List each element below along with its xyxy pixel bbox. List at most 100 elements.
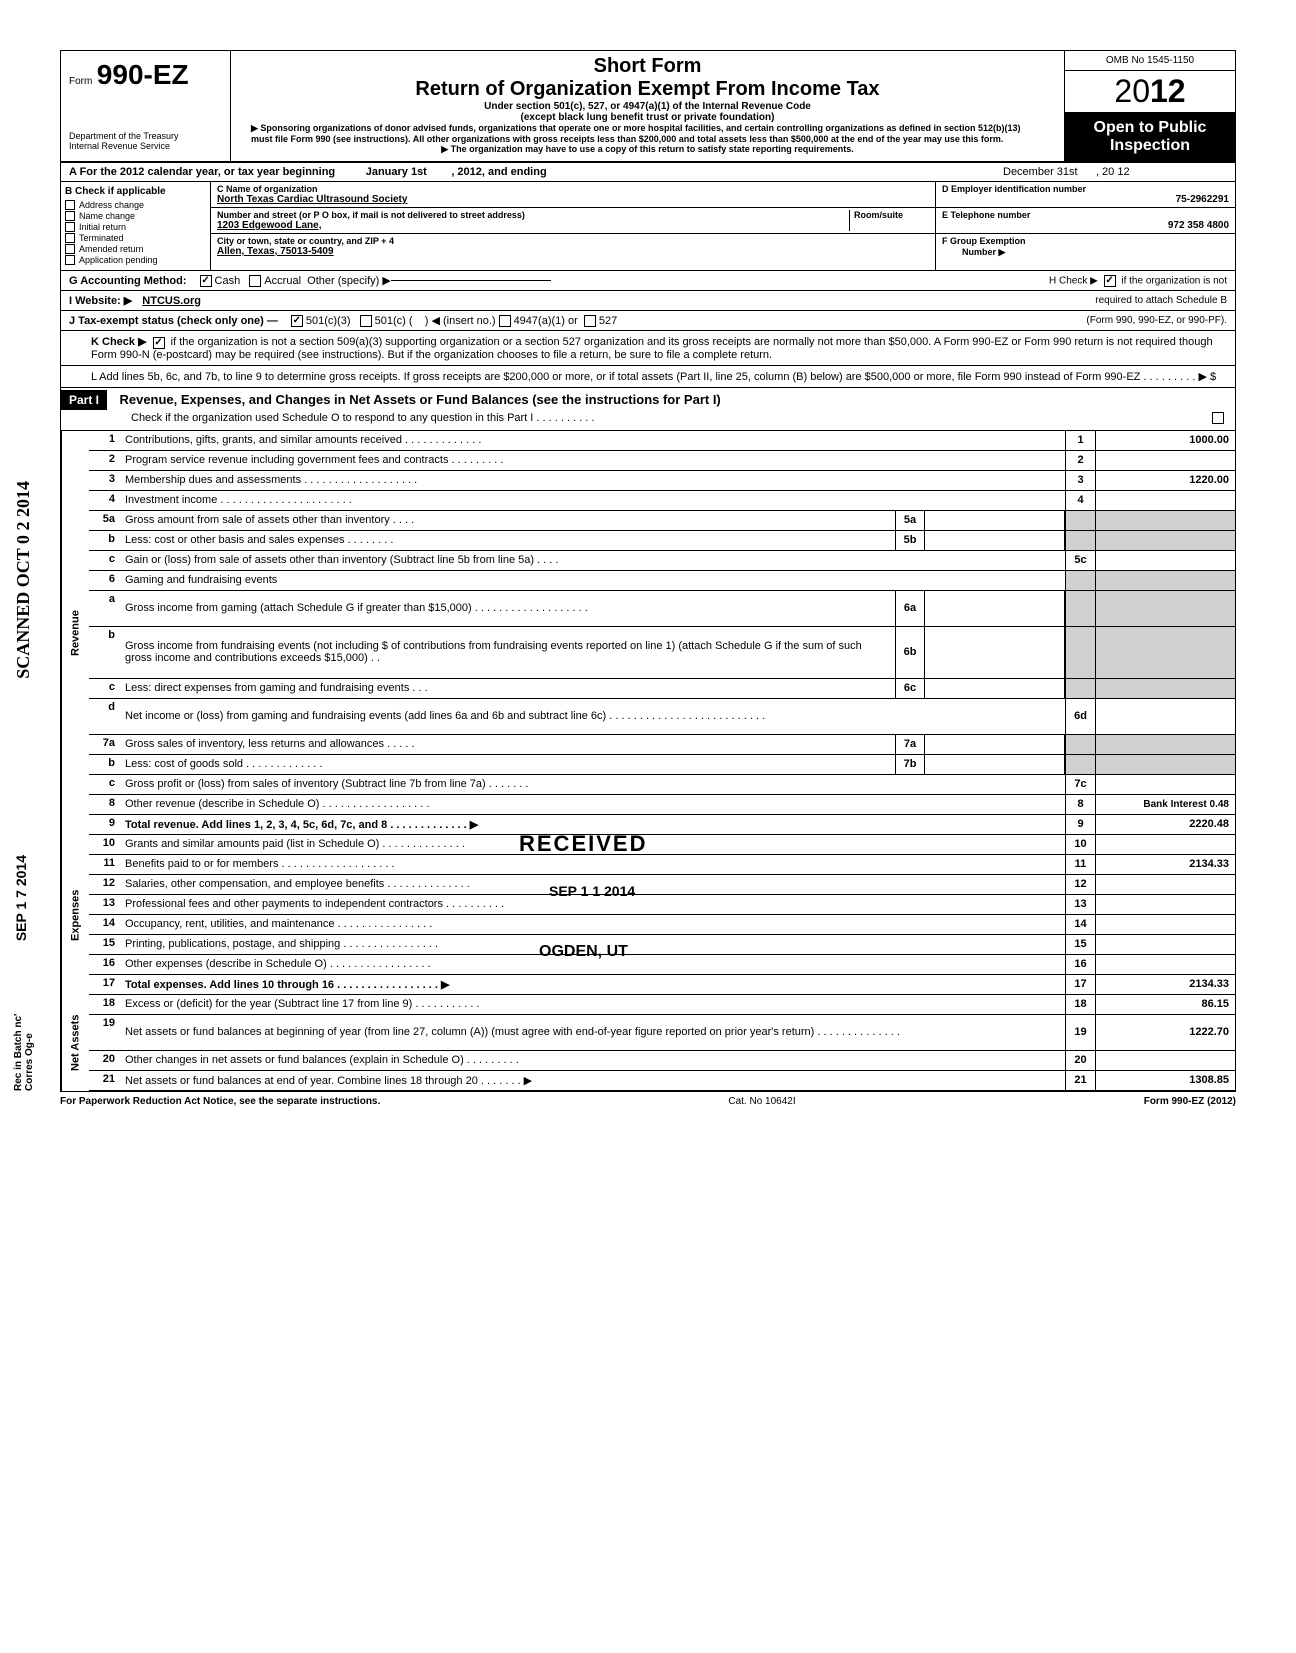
chk-amended[interactable]: Amended return	[65, 244, 206, 254]
chk-k[interactable]: ✓	[153, 337, 165, 349]
l10-val	[1095, 835, 1235, 854]
l20-rnum: 20	[1065, 1051, 1095, 1070]
l7a-vgrey	[1095, 735, 1235, 754]
d-row: D Employer identification number 75-2962…	[936, 182, 1235, 208]
l17-rnum: 17	[1065, 975, 1095, 994]
chk-name[interactable]: Name change	[65, 211, 206, 221]
chk-address[interactable]: Address change	[65, 200, 206, 210]
l16-val	[1095, 955, 1235, 974]
part1-label: Part I	[61, 390, 107, 410]
l6b-mnum: 6b	[895, 627, 925, 678]
chk-501c[interactable]	[360, 315, 372, 327]
l6a-rgrey	[1065, 591, 1095, 626]
i-label: I Website: ▶	[69, 294, 132, 307]
chk-501c3[interactable]: ✓	[291, 315, 303, 327]
h-text2: if the organization is not	[1121, 275, 1227, 286]
l14-num: 14	[89, 915, 121, 934]
col-b: B Check if applicable Address change Nam…	[61, 182, 211, 270]
form-990ez: Form 990-EZ Department of the Treasury I…	[60, 50, 1236, 1092]
l6b-rgrey	[1065, 627, 1095, 678]
row-a-end-date: December 31st	[1003, 166, 1078, 178]
l5c-num: c	[89, 551, 121, 570]
footer: For Paperwork Reduction Act Notice, see …	[60, 1092, 1236, 1111]
chk-initial[interactable]: Initial return	[65, 222, 206, 232]
footer-right: Form 990-EZ (2012)	[1144, 1096, 1236, 1107]
l9-rnum: 9	[1065, 815, 1095, 834]
l19-desc: Net assets or fund balances at beginning…	[121, 1015, 1065, 1050]
l5b-rgrey	[1065, 531, 1095, 550]
l18-desc: Excess or (deficit) for the year (Subtra…	[121, 995, 1065, 1014]
addr-label: Number and street (or P O box, if mail i…	[217, 210, 849, 220]
l4-num: 4	[89, 491, 121, 510]
expenses-section: SEP 1 7 2014 Expenses RECEIVED SEP 1 1 2…	[61, 835, 1235, 995]
l6c-vgrey	[1095, 679, 1235, 698]
chk-terminated[interactable]: Terminated	[65, 233, 206, 243]
l5a-num: 5a	[89, 511, 121, 530]
l5b-vgrey	[1095, 531, 1235, 550]
l12-num: 12	[89, 875, 121, 894]
chk-4947[interactable]	[499, 315, 511, 327]
chk-cash[interactable]: ✓	[200, 275, 212, 287]
year-thin: 20	[1114, 73, 1150, 109]
l6-rgrey	[1065, 571, 1095, 590]
l1-desc: Contributions, gifts, grants, and simila…	[121, 431, 1065, 450]
l8-num: 8	[89, 795, 121, 814]
open-public-text: Open to Public	[1071, 119, 1229, 137]
l6-desc: Gaming and fundraising events	[121, 571, 1065, 590]
l9-val: 2220.48	[1095, 815, 1235, 834]
c-city-row: City or town, state or country, and ZIP …	[211, 234, 935, 259]
l5b-desc: Less: cost or other basis and sales expe…	[121, 531, 895, 550]
l6-vgrey	[1095, 571, 1235, 590]
l17-desc: Total expenses. Add lines 10 through 16 …	[121, 975, 1065, 994]
main-title: Return of Organization Exempt From Incom…	[241, 78, 1054, 101]
l7b-rgrey	[1065, 755, 1095, 774]
phone-value: 972 358 4800	[942, 220, 1229, 231]
row-a: A For the 2012 calendar year, or tax yea…	[61, 163, 1235, 182]
row-a-begin: January 1st	[366, 166, 427, 178]
l6a-vgrey	[1095, 591, 1235, 626]
h-text3: required to attach Schedule B	[1095, 295, 1227, 306]
addr-value: 1203 Edgewood Lane,	[217, 220, 849, 231]
row-l: L Add lines 5b, 6c, and 7b, to line 9 to…	[61, 366, 1235, 388]
l4-val	[1095, 491, 1235, 510]
l5a-vgrey	[1095, 511, 1235, 530]
l7b-desc: Less: cost of goods sold . . . . . . . .…	[121, 755, 895, 774]
chk-527[interactable]	[584, 315, 596, 327]
l12-val	[1095, 875, 1235, 894]
l4-desc: Investment income . . . . . . . . . . . …	[121, 491, 1065, 510]
row-k: K Check ▶ ✓ if the organization is not a…	[61, 331, 1235, 366]
l8-desc: Other revenue (describe in Schedule O) .…	[121, 795, 1065, 814]
l1-num: 1	[89, 431, 121, 450]
cash-label: Cash	[215, 275, 241, 287]
l7b-mnum: 7b	[895, 755, 925, 774]
l20-val	[1095, 1051, 1235, 1070]
l7c-desc: Gross profit or (loss) from sales of inv…	[121, 775, 1065, 794]
d-label: D Employer identification number	[942, 184, 1229, 194]
l15-rnum: 15	[1065, 935, 1095, 954]
ein-value: 75-2962291	[942, 194, 1229, 205]
l7c-rnum: 7c	[1065, 775, 1095, 794]
j-501c: 501(c) (	[375, 315, 413, 327]
row-a-text: A For the 2012 calendar year, or tax yea…	[61, 163, 995, 181]
f-label2: Number ▶	[942, 247, 1005, 257]
accrual-label: Accrual	[264, 275, 301, 287]
l21-num: 21	[89, 1071, 121, 1090]
l6d-val	[1095, 699, 1235, 734]
l20-num: 20	[89, 1051, 121, 1070]
received-stamp: RECEIVED	[519, 831, 647, 857]
row-a-label: A For the 2012 calendar year, or tax yea…	[69, 166, 335, 178]
l12-rnum: 12	[1065, 875, 1095, 894]
title-cell: Short Form Return of Organization Exempt…	[231, 51, 1065, 161]
chk-accrual[interactable]	[249, 275, 261, 287]
l-text: L Add lines 5b, 6c, and 7b, to line 9 to…	[91, 371, 1216, 383]
l18-num: 18	[89, 995, 121, 1014]
g-label: G Accounting Method:	[69, 275, 187, 287]
chk-h[interactable]: ✓	[1104, 275, 1116, 287]
l3-val: 1220.00	[1095, 471, 1235, 490]
chk-pending[interactable]: Application pending	[65, 255, 206, 265]
chk-schedule-o[interactable]	[1212, 412, 1224, 424]
j-label: J Tax-exempt status (check only one) —	[69, 315, 278, 327]
city-value: Allen, Texas, 75013-5409	[217, 246, 929, 257]
part1-header-row: Part I Revenue, Expenses, and Changes in…	[61, 388, 1235, 431]
footer-left: For Paperwork Reduction Act Notice, see …	[60, 1096, 380, 1107]
